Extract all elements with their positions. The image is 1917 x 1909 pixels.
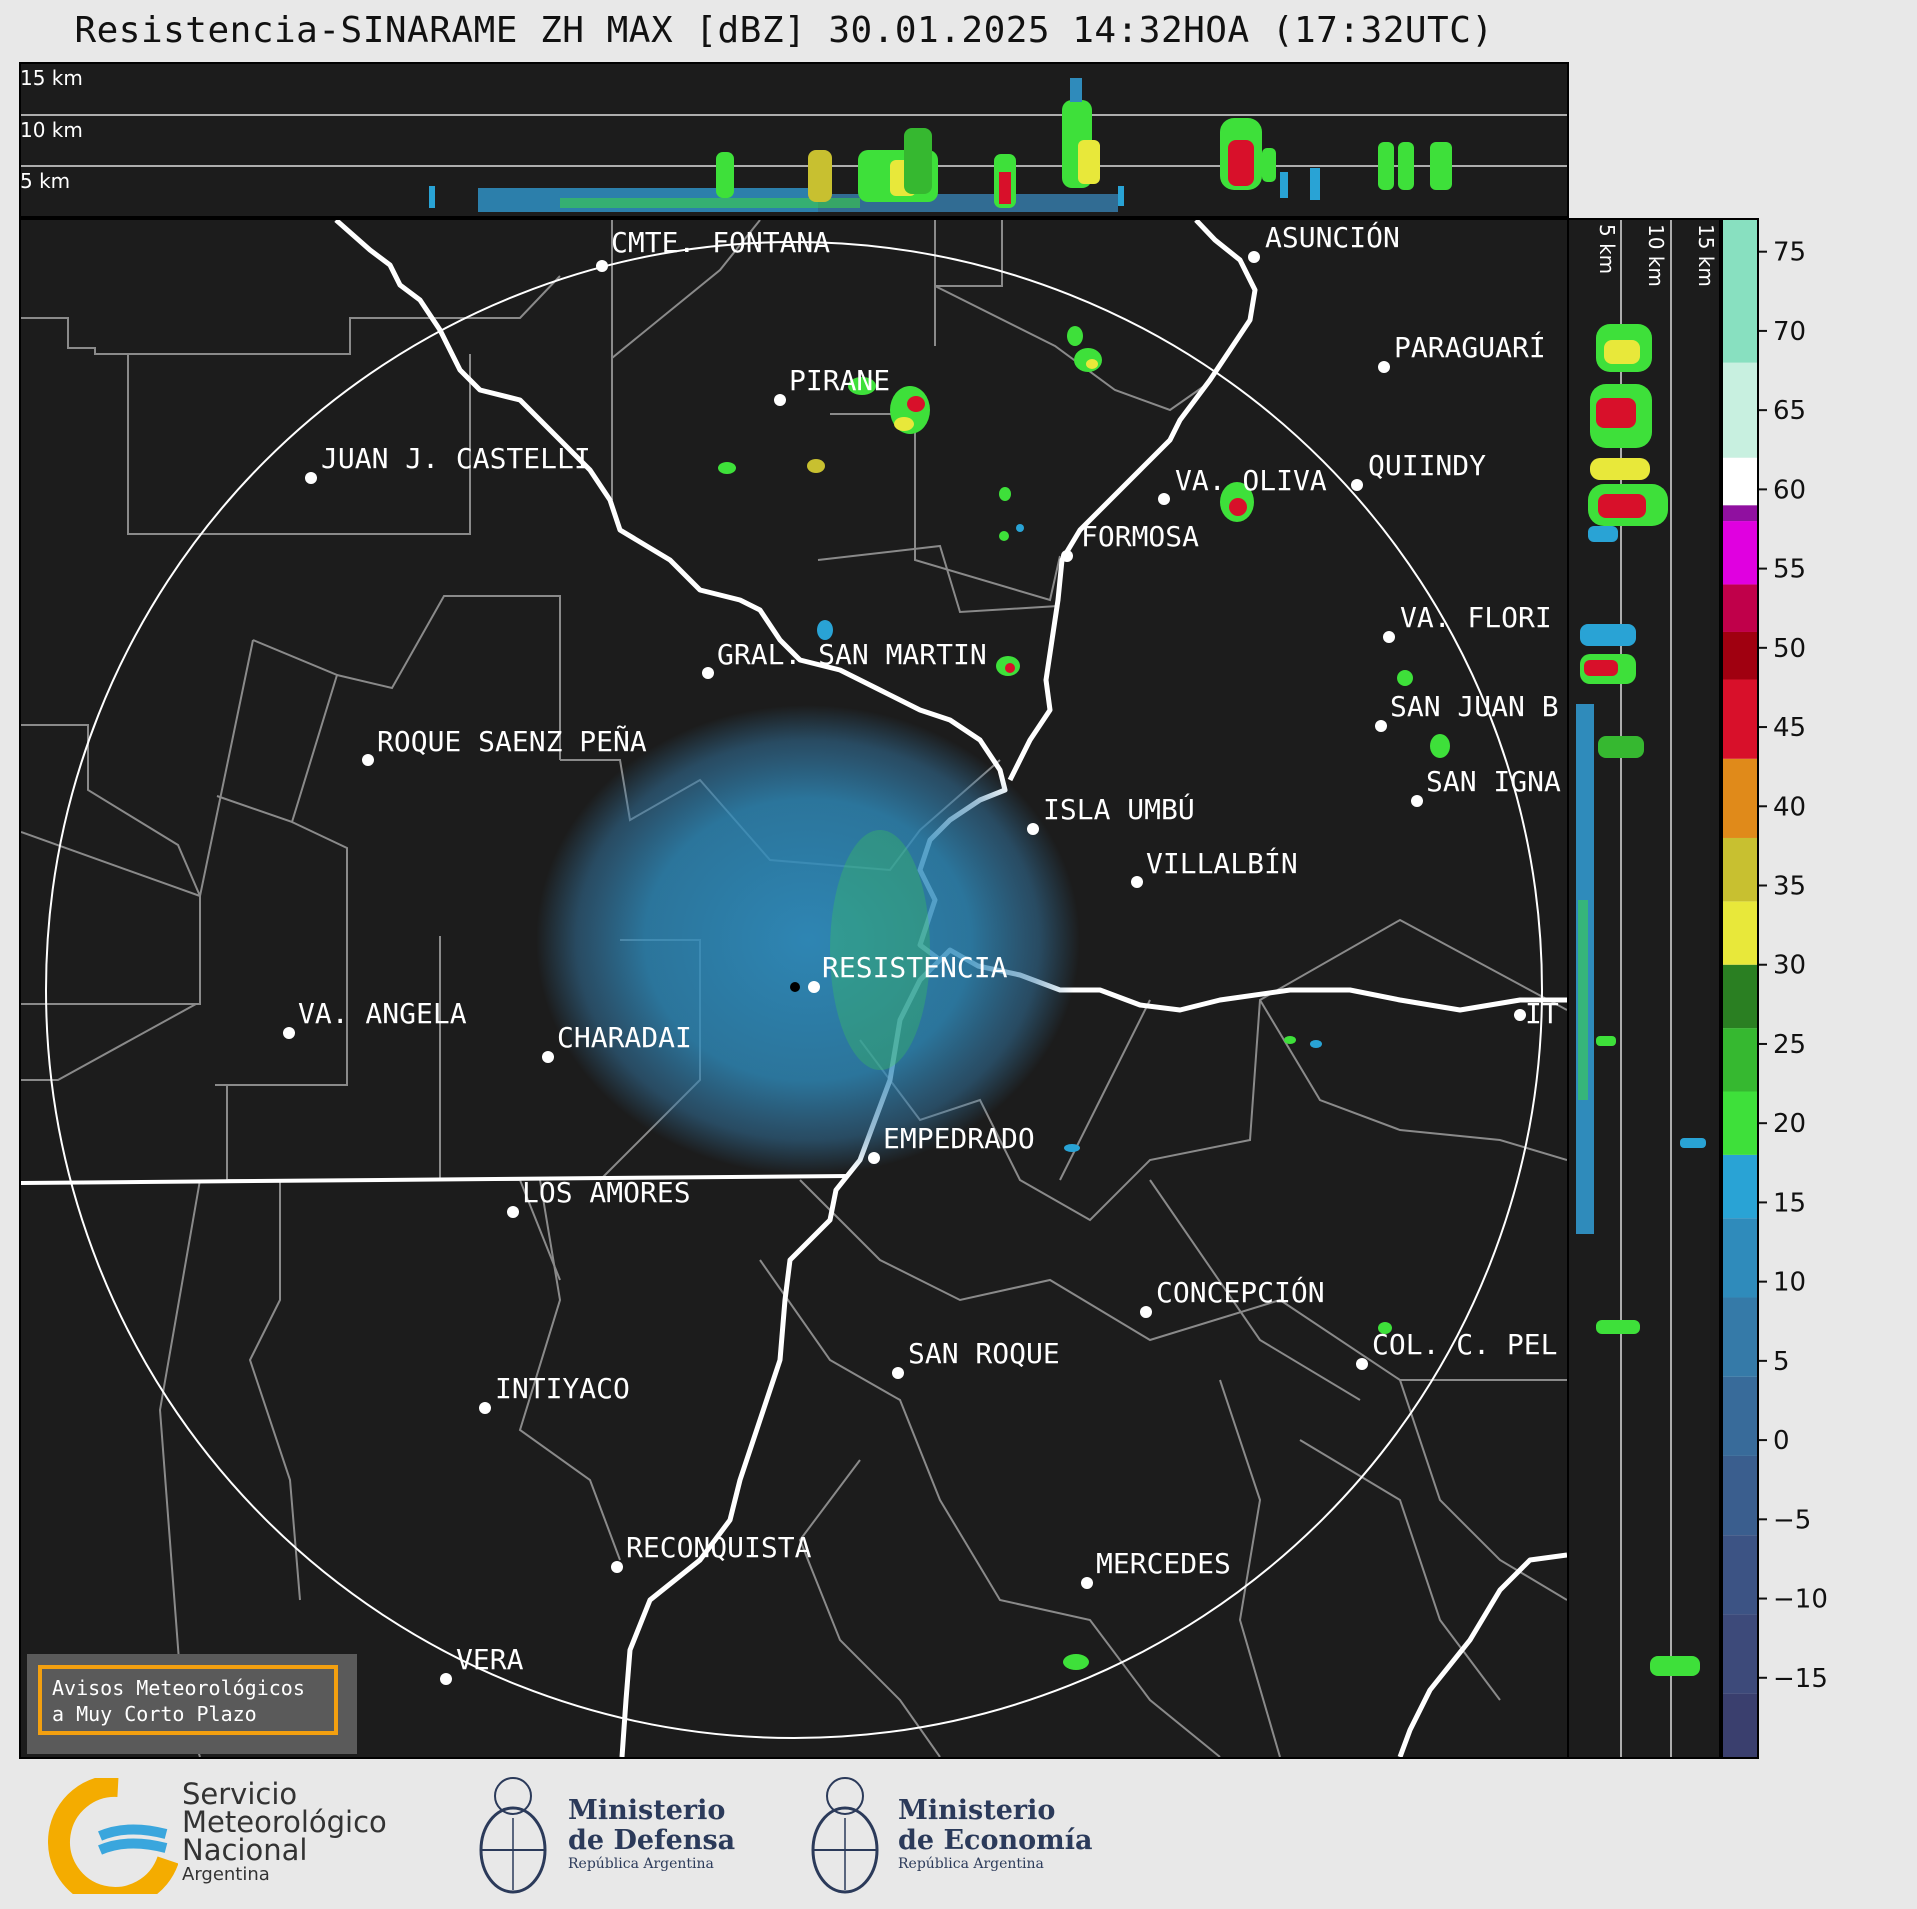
colorbar-tick-label: 70 — [1773, 317, 1806, 347]
smn-line1: Servicio — [182, 1777, 298, 1811]
economia-text: Ministerio de Economía República Argenti… — [898, 1795, 1093, 1873]
colorbar-tick-label: 55 — [1773, 555, 1806, 585]
defensa-text: Ministerio de Defensa República Argentin… — [568, 1795, 736, 1873]
colorbar-tick-label: 10 — [1773, 1268, 1806, 1298]
colorbar-band — [1723, 1028, 1757, 1092]
colorbar-tick-label: 35 — [1773, 872, 1806, 902]
colorbar-band — [1723, 1693, 1757, 1757]
colorbar-tick-label: 60 — [1773, 475, 1806, 505]
economia-line1: Ministerio — [898, 1795, 1056, 1826]
colorbar-band — [1723, 837, 1757, 902]
colorbar-tick-label: 65 — [1773, 396, 1806, 426]
colorbar-band — [1723, 679, 1757, 759]
economia-line2: de Economía — [898, 1825, 1093, 1856]
colorbar-tick-label: −5 — [1773, 1505, 1811, 1535]
colorbar-tick-label: 5 — [1773, 1347, 1790, 1377]
colorbar-bands — [1723, 220, 1757, 1757]
colorbar-tick-label: 20 — [1773, 1109, 1806, 1139]
economia-coat-of-arms-icon — [811, 1777, 879, 1894]
colorbar-band — [1723, 362, 1757, 458]
aviso-text[interactable]: Avisos Meteorológicos a Muy Corto Plazo — [38, 1665, 338, 1735]
smn-text: Servicio Meteorológico Nacional Argentin… — [182, 1777, 387, 1886]
colorbar-band — [1723, 1091, 1757, 1155]
colorbar-tick-label: −10 — [1773, 1585, 1828, 1615]
colorbar-band — [1723, 631, 1757, 680]
radar-map[interactable] — [19, 218, 1569, 1759]
economia-sub: República Argentina — [898, 1856, 1044, 1872]
vertical-cross-section-top — [19, 62, 1569, 218]
smn-line2: Meteorológico — [182, 1805, 387, 1839]
smn-line3: Nacional — [182, 1833, 308, 1867]
colorbar-tick-label: 30 — [1773, 951, 1806, 981]
defensa-coat-of-arms-icon — [479, 1777, 547, 1894]
smn-sub: Argentina — [182, 1864, 270, 1885]
colorbar-tick-label: 40 — [1773, 792, 1806, 822]
colorbar — [1721, 218, 1759, 1759]
colorbar-tick-label: −15 — [1773, 1664, 1828, 1694]
chart-title: Resistencia-SINARAME ZH MAX [dBZ] 30.01.… — [74, 10, 1494, 51]
colorbar-tick-label: 50 — [1773, 634, 1806, 664]
colorbar-band — [1723, 1218, 1757, 1298]
colorbar-band — [1723, 1376, 1757, 1456]
colorbar-band — [1723, 1535, 1757, 1615]
colorbar-tick-label: 75 — [1773, 238, 1806, 268]
colorbar-band — [1723, 584, 1757, 632]
colorbar-band — [1723, 964, 1757, 1029]
colorbar-tick-label: 25 — [1773, 1030, 1806, 1060]
defensa-sub: República Argentina — [568, 1856, 714, 1872]
colorbar-tick-label: 0 — [1773, 1426, 1790, 1456]
smn-logo-icon — [48, 1778, 178, 1894]
colorbar-band — [1723, 1297, 1757, 1377]
footer: Servicio Meteorológico Nacional Argentin… — [0, 1760, 1917, 1909]
colorbar-band — [1723, 1614, 1757, 1694]
colorbar-band — [1723, 758, 1757, 838]
defensa-line1: Ministerio — [568, 1795, 726, 1826]
colorbar-band — [1723, 505, 1757, 522]
colorbar-band — [1723, 1154, 1757, 1219]
colorbar-band — [1723, 901, 1757, 965]
colorbar-band — [1723, 220, 1757, 363]
vertical-cross-section-side — [1569, 218, 1721, 1759]
colorbar-band — [1723, 1455, 1757, 1536]
colorbar-tick-label: 45 — [1773, 713, 1806, 743]
defensa-line2: de Defensa — [568, 1825, 736, 1856]
aviso-box[interactable]: Avisos Meteorológicos a Muy Corto Plazo — [27, 1654, 357, 1754]
colorbar-tick-label: 15 — [1773, 1188, 1806, 1218]
colorbar-band — [1723, 521, 1757, 585]
colorbar-band — [1723, 457, 1757, 506]
